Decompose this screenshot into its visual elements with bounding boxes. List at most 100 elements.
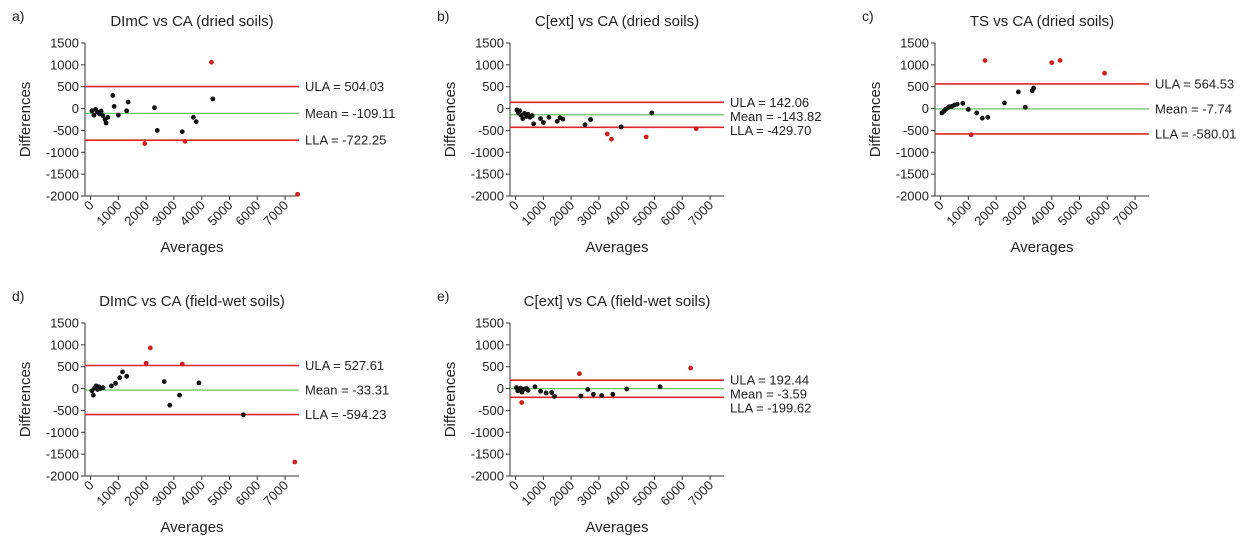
data-point xyxy=(190,114,196,120)
data-point xyxy=(549,390,555,395)
x-axis-label: Averages xyxy=(585,519,648,536)
outlier-point xyxy=(604,131,610,137)
y-tick-label: 1500 xyxy=(50,316,79,331)
x-tick-label: 1000 xyxy=(518,198,549,229)
data-point xyxy=(125,99,131,105)
y-tick-label: -1000 xyxy=(46,425,79,440)
data-point xyxy=(610,391,616,397)
data-point xyxy=(100,385,106,391)
y-tick-label: 0 xyxy=(497,101,504,116)
mean-label: Mean = -33.31 xyxy=(305,383,389,398)
y-tick-label: 500 xyxy=(907,79,929,94)
mean-label: Mean = -109.11 xyxy=(305,106,395,121)
data-point xyxy=(89,388,95,394)
y-tick-label: 500 xyxy=(57,359,79,374)
data-point xyxy=(103,120,109,126)
data-point xyxy=(91,112,97,118)
data-point xyxy=(585,387,591,392)
y-tick-label: -2000 xyxy=(471,469,504,484)
y-tick-label: 1000 xyxy=(50,57,79,72)
data-point xyxy=(954,101,960,107)
data-point xyxy=(560,116,566,122)
data-point xyxy=(196,380,202,386)
data-point xyxy=(552,394,557,399)
data-point xyxy=(985,114,991,120)
data-point xyxy=(1002,100,1007,106)
outlier-point xyxy=(295,191,301,197)
x-tick-label: 3000 xyxy=(999,198,1030,229)
data-point xyxy=(179,129,185,135)
data-point xyxy=(100,113,106,118)
y-tick-label: -500 xyxy=(53,403,79,418)
data-point xyxy=(105,114,111,120)
data-point xyxy=(111,103,117,109)
x-tick-label: 2000 xyxy=(971,198,1002,229)
y-tick-label: 0 xyxy=(72,381,79,396)
outlier-point xyxy=(142,141,148,146)
x-tick-label: 7000 xyxy=(685,198,716,229)
data-point xyxy=(124,108,130,114)
y-tick-label: -2000 xyxy=(46,469,79,484)
outlier-point xyxy=(609,136,614,142)
x-tick-label: 2000 xyxy=(121,478,152,509)
outlier-point xyxy=(1057,58,1063,63)
data-point xyxy=(543,390,549,396)
upper-limit-label: ULA = 527.61 xyxy=(305,358,384,373)
y-tick-label: -1000 xyxy=(46,145,79,160)
x-tick-label: 5000 xyxy=(205,198,236,229)
data-point xyxy=(538,388,543,394)
data-point xyxy=(115,112,121,118)
y-tick-label: -1500 xyxy=(896,167,929,182)
data-point xyxy=(154,128,160,133)
outlier-point xyxy=(688,365,694,371)
x-tick-label: 0 xyxy=(506,198,522,214)
data-point xyxy=(98,108,104,114)
chart-title: DImC vs CA (field-wet soils) xyxy=(99,293,285,310)
mean-label: Mean = -7.74 xyxy=(1155,101,1232,116)
x-tick-label: 4000 xyxy=(1027,198,1058,229)
y-tick-label: -2000 xyxy=(471,189,504,204)
data-point xyxy=(167,402,173,408)
x-tick-label: 3000 xyxy=(574,478,605,509)
x-tick-label: 1000 xyxy=(518,478,549,509)
data-point xyxy=(241,412,246,418)
y-tick-label: -500 xyxy=(478,403,504,418)
data-point xyxy=(540,120,546,125)
x-tick-label: 5000 xyxy=(630,478,661,509)
y-tick-label: -2000 xyxy=(896,189,929,204)
data-point xyxy=(89,108,95,114)
y-tick-label: 1000 xyxy=(475,57,504,72)
x-tick-label: 1000 xyxy=(943,198,974,229)
data-point xyxy=(117,375,123,381)
data-point xyxy=(109,383,114,389)
upper-limit-label: ULA = 504.03 xyxy=(305,79,384,94)
chart-panel: a) DImC vs CA (dried soils) -2000 -1500 -100… xyxy=(12,8,395,256)
data-point xyxy=(152,105,157,111)
y-tick-label: -1000 xyxy=(896,145,929,160)
x-tick-label: 5000 xyxy=(630,198,661,229)
data-point xyxy=(517,108,523,114)
data-point xyxy=(532,384,538,390)
x-tick-label: 3000 xyxy=(149,478,180,509)
x-tick-label: 1000 xyxy=(93,478,124,509)
x-tick-label: 7000 xyxy=(1110,198,1141,229)
mean-label: Mean = -3.59 xyxy=(730,387,807,402)
lower-limit-label: LLA = -199.62 xyxy=(730,401,811,416)
data-point xyxy=(1031,85,1037,91)
upper-limit-label: ULA = 142.06 xyxy=(730,95,809,110)
y-tick-label: 500 xyxy=(482,79,504,94)
x-tick-label: 6000 xyxy=(657,478,688,509)
y-tick-label: -1500 xyxy=(471,167,504,182)
y-tick-label: 1500 xyxy=(475,36,504,51)
x-tick-label: 0 xyxy=(931,198,947,214)
x-tick-label: 4000 xyxy=(602,198,633,229)
data-point xyxy=(979,115,985,121)
data-point xyxy=(624,386,630,392)
y-tick-label: 1000 xyxy=(475,337,504,352)
data-point xyxy=(546,114,552,120)
data-point xyxy=(618,124,624,130)
x-tick-label: 6000 xyxy=(232,478,263,509)
chart-title: DImC vs CA (dried soils) xyxy=(110,13,273,30)
chart-panel: c) TS vs CA (dried soils) -2000 -1500 -1000 -… xyxy=(862,8,1236,256)
